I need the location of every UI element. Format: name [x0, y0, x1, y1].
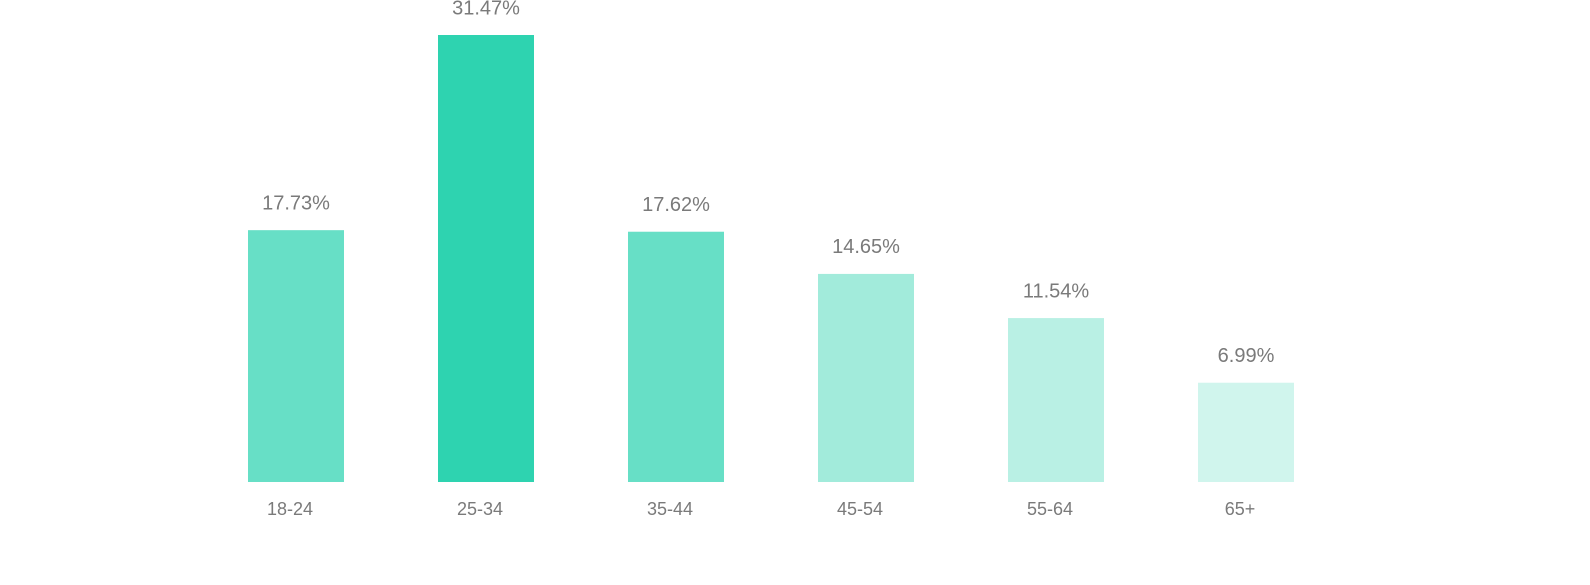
value-label: 31.47%	[452, 0, 520, 19]
x-tick-label: 25-34	[457, 499, 503, 519]
bar	[438, 35, 534, 482]
x-tick-label: 55-64	[1027, 499, 1073, 519]
x-tick-label: 35-44	[647, 499, 693, 519]
value-label: 14.65%	[832, 236, 900, 258]
bar	[1198, 382, 1294, 482]
bar	[628, 231, 724, 482]
bar	[1008, 318, 1104, 482]
bar	[818, 273, 914, 482]
value-label: 17.62%	[642, 194, 710, 216]
x-tick-label: 18-24	[267, 499, 313, 519]
x-tick-label: 45-54	[837, 499, 883, 519]
x-tick-label: 65+	[1225, 499, 1256, 519]
bar	[248, 230, 344, 482]
value-label: 11.54%	[1023, 280, 1090, 302]
value-label: 6.99%	[1218, 345, 1275, 367]
value-label: 17.73%	[262, 192, 330, 214]
